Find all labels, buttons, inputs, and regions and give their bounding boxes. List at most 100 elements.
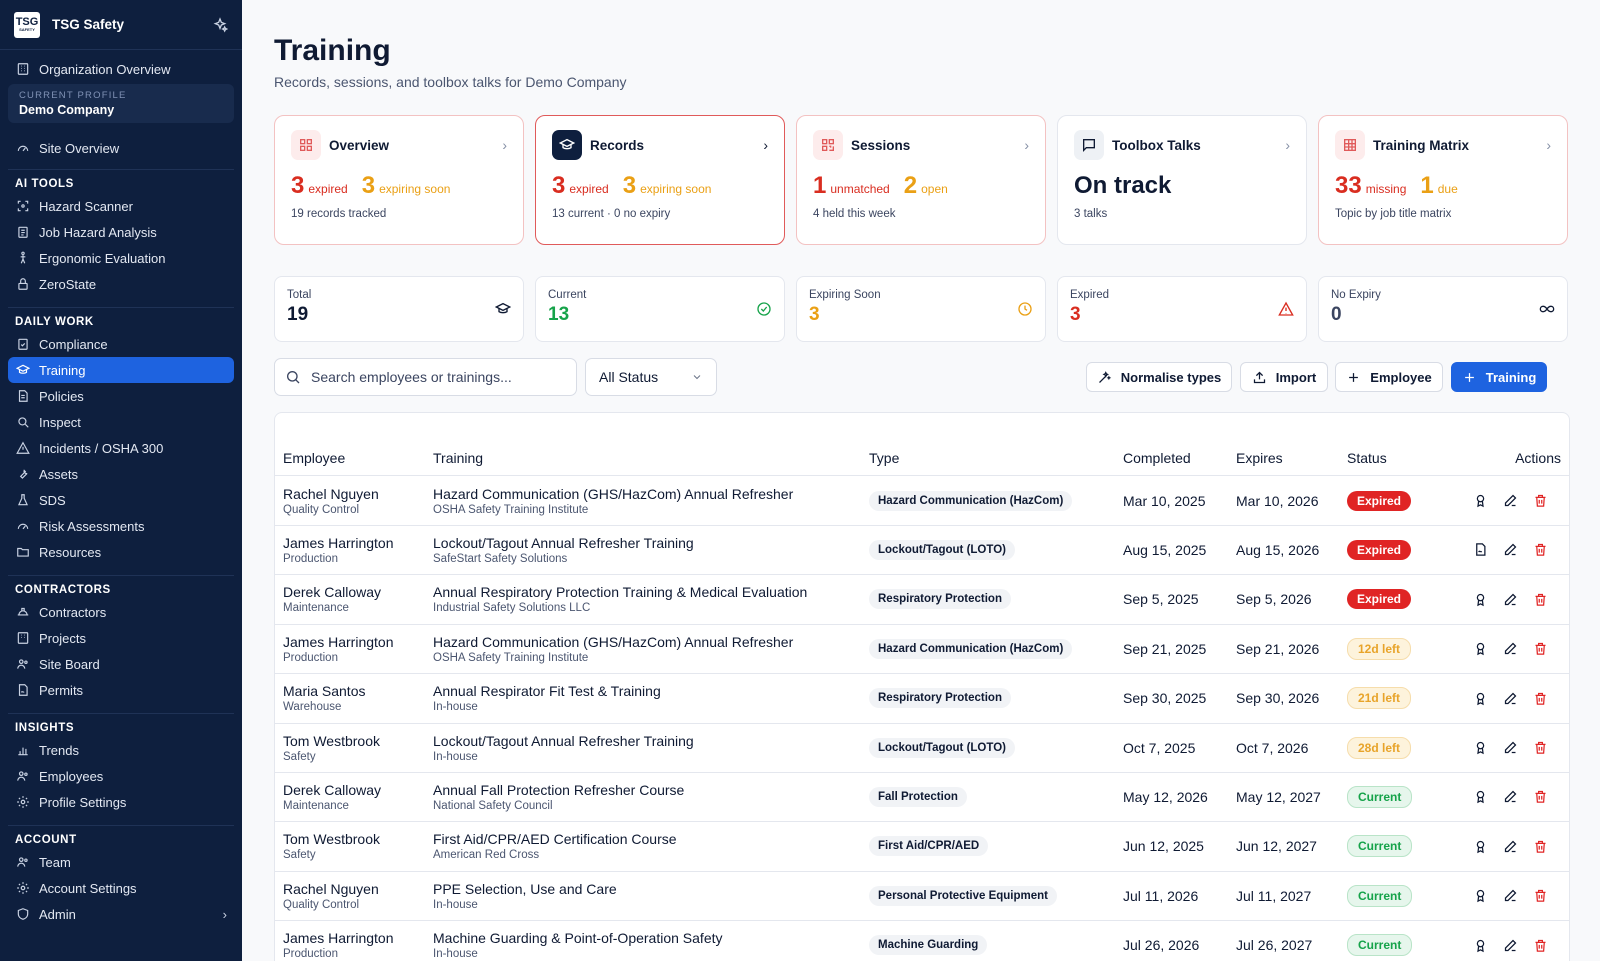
sidebar-item-zerostate[interactable]: ZeroState xyxy=(8,271,234,297)
table-row[interactable]: James Harrington Production Hazard Communi… xyxy=(275,624,1569,675)
sidebar-item-team[interactable]: Team xyxy=(8,849,234,875)
sidebar-item-permits[interactable]: Permits xyxy=(8,677,234,703)
column-header-employee[interactable]: Employee xyxy=(283,450,346,466)
edit-icon[interactable] xyxy=(1495,831,1525,861)
sidebar-item-account-settings[interactable]: Account Settings xyxy=(8,875,234,901)
edit-icon[interactable] xyxy=(1495,782,1525,812)
sidebar-item-projects[interactable]: Projects xyxy=(8,625,234,651)
employee-name[interactable]: James Harrington xyxy=(283,534,394,551)
sparkle-icon[interactable] xyxy=(212,16,228,33)
search-box[interactable] xyxy=(274,358,577,396)
delete-icon[interactable] xyxy=(1525,535,1555,565)
delete-icon[interactable] xyxy=(1525,634,1555,664)
column-header-completed[interactable]: Completed xyxy=(1123,450,1191,466)
certificate-icon[interactable] xyxy=(1465,782,1495,812)
column-header-status[interactable]: Status xyxy=(1347,450,1387,466)
search-input[interactable] xyxy=(311,369,561,385)
add-training-button[interactable]: Training xyxy=(1451,362,1547,392)
employee-name[interactable]: Derek Calloway xyxy=(283,584,382,601)
edit-icon[interactable] xyxy=(1495,584,1525,614)
delete-icon[interactable] xyxy=(1525,930,1555,960)
card-training-matrix[interactable]: Training Matrix › 33 missing 1 due Topic b… xyxy=(1318,115,1568,245)
sidebar-item-resources[interactable]: Resources xyxy=(8,539,234,565)
certificate-file-icon[interactable] xyxy=(1465,535,1495,565)
normalise-types-button[interactable]: Normalise types xyxy=(1086,362,1232,392)
delete-icon[interactable] xyxy=(1525,486,1555,516)
delete-icon[interactable] xyxy=(1525,782,1555,812)
edit-icon[interactable] xyxy=(1495,881,1525,911)
employee-name[interactable]: Tom Westbrook xyxy=(283,831,380,848)
sidebar-item-job-hazard-analysis[interactable]: Job Hazard Analysis xyxy=(8,219,234,245)
delete-icon[interactable] xyxy=(1525,831,1555,861)
edit-icon[interactable] xyxy=(1495,486,1525,516)
edit-icon[interactable] xyxy=(1495,683,1525,713)
sidebar-item-ergonomic-evaluation[interactable]: Ergonomic Evaluation xyxy=(8,245,234,271)
column-header-expires[interactable]: Expires xyxy=(1236,450,1283,466)
card-sessions[interactable]: Sessions › 1 unmatched 2 open 4 held this … xyxy=(796,115,1046,245)
sidebar-item-policies[interactable]: Policies xyxy=(8,383,234,409)
certificate-icon[interactable] xyxy=(1465,634,1495,664)
table-row[interactable]: James Harrington Production Lockout/Tagout… xyxy=(275,525,1569,576)
column-header-training[interactable]: Training xyxy=(433,450,484,466)
sidebar-item-employees[interactable]: Employees xyxy=(8,763,234,789)
edit-icon[interactable] xyxy=(1495,733,1525,763)
status-filter-select[interactable]: All Status xyxy=(585,358,717,396)
add-employee-button[interactable]: Employee xyxy=(1335,362,1443,392)
employee-name[interactable]: James Harrington xyxy=(283,930,394,947)
cell-type: Lockout/Tagout (LOTO) xyxy=(869,723,1015,772)
sidebar-item-assets[interactable]: Assets xyxy=(8,461,234,487)
delete-icon[interactable] xyxy=(1525,683,1555,713)
employee-name[interactable]: James Harrington xyxy=(283,633,394,650)
sidebar-item-compliance[interactable]: Compliance xyxy=(8,331,234,357)
sidebar-item-trends[interactable]: Trends xyxy=(8,737,234,763)
table-row[interactable]: Tom Westbrook Safety First Aid/CPR/AED Cer… xyxy=(275,822,1569,872)
certificate-icon[interactable] xyxy=(1465,683,1495,713)
card-overview[interactable]: Overview › 3 expired 3 expiring soon 19 re… xyxy=(274,115,524,245)
status-badge: Current xyxy=(1347,934,1413,957)
edit-icon[interactable] xyxy=(1495,535,1525,565)
delete-icon[interactable] xyxy=(1525,584,1555,614)
table-row[interactable]: Derek Calloway Maintenance Annual Respirat… xyxy=(275,575,1569,625)
employee-name[interactable]: Maria Santos xyxy=(283,683,366,700)
sidebar-section-account: ACCOUNT xyxy=(15,834,77,846)
employee-name[interactable]: Rachel Nguyen xyxy=(283,485,379,502)
sidebar-item-organization-overview[interactable]: Organization Overview xyxy=(8,56,234,82)
sidebar-item-sds[interactable]: SDS xyxy=(8,487,234,513)
table-row[interactable]: Tom Westbrook Safety Lockout/Tagout Annual… xyxy=(275,723,1569,773)
employee-name[interactable]: Derek Calloway xyxy=(283,781,382,798)
sidebar-item-training[interactable]: Training xyxy=(8,357,234,383)
employee-department: Maintenance xyxy=(283,799,349,812)
certificate-icon[interactable] xyxy=(1465,881,1495,911)
table-row[interactable]: Rachel Nguyen Quality Control PPE Selectio… xyxy=(275,871,1569,922)
sidebar-item-inspect[interactable]: Inspect xyxy=(8,409,234,435)
card-toolbox-talks[interactable]: Toolbox Talks › On track 3 talks xyxy=(1057,115,1307,245)
edit-icon[interactable] xyxy=(1495,930,1525,960)
table-row[interactable]: Maria Santos Warehouse Annual Respirator F… xyxy=(275,674,1569,724)
delete-icon[interactable] xyxy=(1525,733,1555,763)
column-header-type[interactable]: Type xyxy=(869,450,900,466)
certificate-icon[interactable] xyxy=(1465,831,1495,861)
app-logo[interactable]: TSG SAFETY xyxy=(14,11,40,38)
certificate-icon[interactable] xyxy=(1465,584,1495,614)
sidebar-item-incidents-osha-300[interactable]: Incidents / OSHA 300 xyxy=(8,435,234,461)
sidebar-item-site-board[interactable]: Site Board xyxy=(8,651,234,677)
table-row[interactable]: James Harrington Production Machine Guardi… xyxy=(275,921,1569,961)
edit-icon[interactable] xyxy=(1495,634,1525,664)
table-row[interactable]: Derek Calloway Maintenance Annual Fall Pro… xyxy=(275,772,1569,823)
current-profile[interactable]: CURRENT PROFILE Demo Company xyxy=(8,84,234,123)
card-records[interactable]: Records › 3 expired 3 expiring soon 13 cur… xyxy=(535,115,785,245)
certificate-icon[interactable] xyxy=(1465,486,1495,516)
employee-name[interactable]: Tom Westbrook xyxy=(283,732,380,749)
import-button[interactable]: Import xyxy=(1240,362,1328,392)
sidebar-item-contractors[interactable]: Contractors xyxy=(8,599,234,625)
sidebar-item-profile-settings[interactable]: Profile Settings xyxy=(8,789,234,815)
sidebar-item-hazard-scanner[interactable]: Hazard Scanner xyxy=(8,193,234,219)
delete-icon[interactable] xyxy=(1525,881,1555,911)
employee-name[interactable]: Rachel Nguyen xyxy=(283,880,379,897)
certificate-icon[interactable] xyxy=(1465,930,1495,960)
sidebar-item-admin[interactable]: Admin › xyxy=(8,901,234,927)
sidebar-item-site-overview[interactable]: Site Overview xyxy=(8,135,234,161)
sidebar-item-risk-assessments[interactable]: Risk Assessments xyxy=(8,513,234,539)
certificate-icon[interactable] xyxy=(1465,733,1495,763)
table-row[interactable]: Rachel Nguyen Quality Control Hazard Commu… xyxy=(275,476,1569,526)
